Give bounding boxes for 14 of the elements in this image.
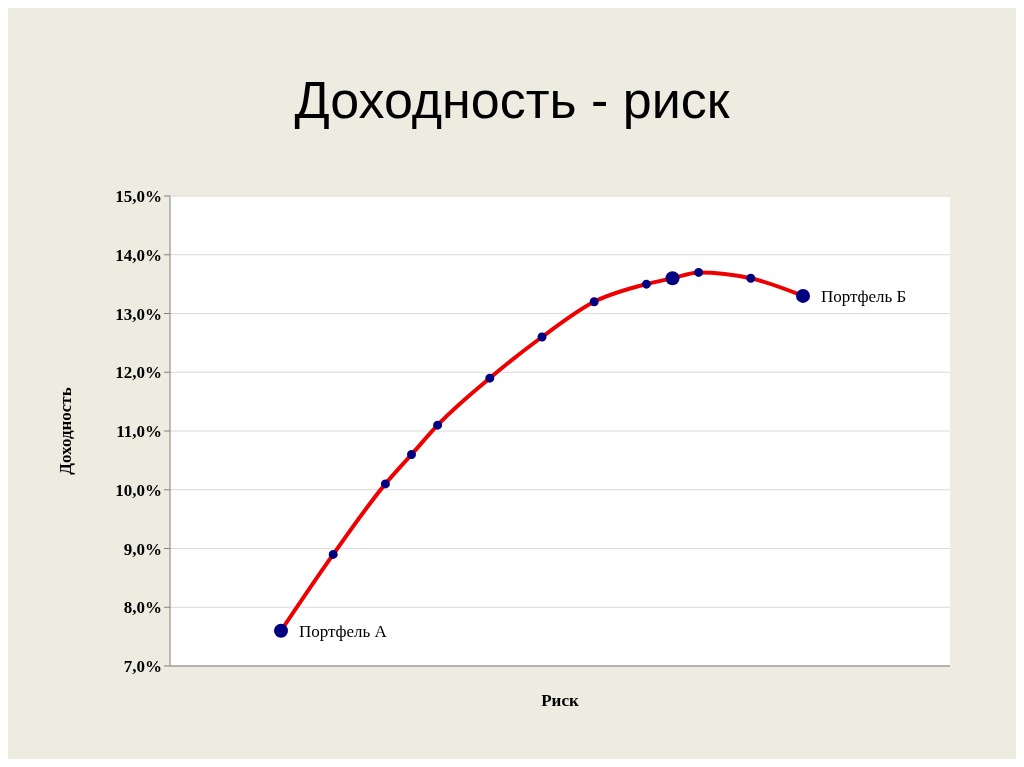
y-tick-label: 9,0% bbox=[123, 539, 162, 559]
y-axis-title: Доходность bbox=[56, 387, 76, 475]
x-axis-title: Риск bbox=[541, 691, 579, 710]
data-label: Портфель А bbox=[299, 621, 388, 641]
y-tick-label: 8,0% bbox=[123, 598, 162, 618]
y-tick-label: 7,0% bbox=[123, 657, 162, 677]
y-tick-label: 15,0% bbox=[115, 187, 162, 207]
y-tick-label: 12,0% bbox=[115, 363, 162, 383]
chart-title: Доходность - риск bbox=[293, 70, 731, 130]
y-tick-label: 13,0% bbox=[115, 304, 162, 324]
y-tick-label: 11,0% bbox=[116, 422, 162, 442]
data-label: Портфель Б bbox=[821, 286, 907, 306]
y-tick-label: 10,0% bbox=[115, 480, 162, 500]
y-tick-label: 14,0% bbox=[115, 245, 162, 265]
